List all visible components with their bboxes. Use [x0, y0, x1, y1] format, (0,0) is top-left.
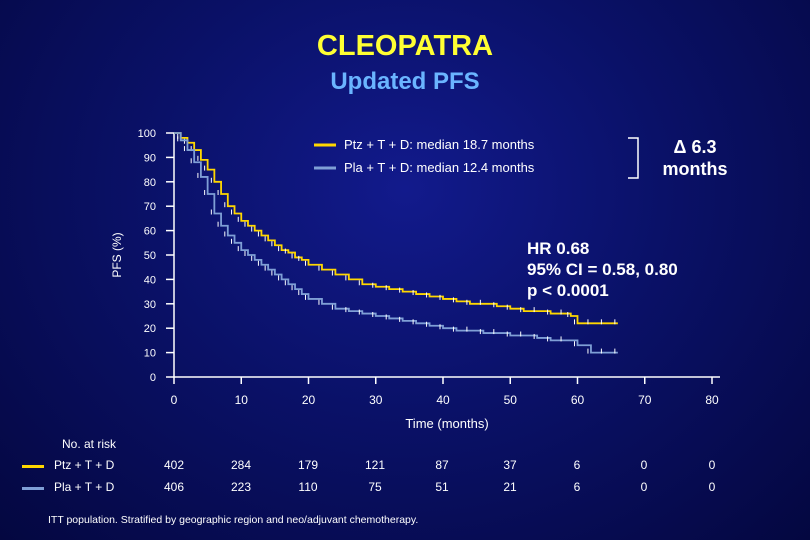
x-axis-label: Time (months): [405, 416, 488, 431]
risk-value: 284: [230, 458, 252, 472]
risk-value: 0: [708, 458, 716, 472]
x-tick-label-30: 30: [369, 393, 383, 407]
x-tick-label-40: 40: [436, 393, 450, 407]
risk-value: 0: [708, 480, 716, 494]
x-tick-label-10: 10: [235, 393, 249, 407]
risk-value: 6: [573, 458, 581, 472]
risk-value: 402: [163, 458, 185, 472]
risk-row-label: Pla + T + D: [54, 480, 115, 494]
risk-value: 179: [297, 458, 319, 472]
hr-pvalue: p < 0.0001: [527, 281, 609, 300]
legend-label-1: Ptz + T + D: median 18.7 months: [344, 137, 535, 152]
y-tick-label-100: 100: [138, 128, 156, 140]
series-line-2: [174, 132, 618, 354]
hazard-ratio-annotation: HR 0.68 95% CI = 0.58, 0.80 p < 0.0001: [527, 238, 678, 301]
x-tick-label-0: 0: [171, 393, 178, 407]
risk-value: 0: [640, 458, 648, 472]
risk-value: 223: [230, 480, 252, 494]
y-tick-label-30: 30: [144, 299, 156, 311]
hr-value: HR 0.68: [527, 239, 590, 258]
risk-value: 87: [435, 458, 449, 472]
x-tick-label-50: 50: [504, 393, 518, 407]
delta-unit: months: [662, 159, 728, 179]
footnote: ITT population. Stratified by geographic…: [48, 514, 419, 526]
risk-value: 110: [298, 480, 318, 494]
x-tick-label-80: 80: [705, 393, 719, 407]
risk-row-label: Ptz + T + D: [54, 458, 115, 472]
risk-table-header: No. at risk: [62, 437, 117, 451]
risk-row-swatch: [22, 487, 44, 490]
x-tick-label-60: 60: [571, 393, 585, 407]
x-tick-label-70: 70: [638, 393, 652, 407]
y-tick-label-80: 80: [144, 177, 156, 189]
delta-value: Δ 6.3: [673, 137, 717, 157]
y-tick-label-10: 10: [144, 348, 156, 360]
risk-value: 121: [364, 458, 386, 472]
y-tick-label-50: 50: [144, 250, 156, 262]
y-tick-label-20: 20: [144, 323, 156, 335]
risk-row: Pla + T + D 406 223 110 75 51 21 6 0 0: [0, 480, 810, 498]
risk-row: Ptz + T + D 402 284 179 121 87 37 6 0 0: [0, 458, 810, 476]
risk-value: 0: [640, 480, 648, 494]
y-tick-label-90: 90: [144, 152, 156, 164]
risk-value: 75: [368, 480, 382, 494]
y-tick-label-70: 70: [144, 201, 156, 213]
series-line-1: [174, 132, 618, 325]
risk-value: 21: [503, 480, 517, 494]
y-tick-label-0: 0: [150, 372, 156, 384]
chart-subtitle: Updated PFS: [330, 68, 480, 95]
risk-value: 6: [573, 480, 581, 494]
y-axis-label: PFS (%): [110, 232, 124, 277]
risk-value: 51: [435, 480, 449, 494]
hr-ci: 95% CI = 0.58, 0.80: [527, 260, 678, 279]
y-tick-label-60: 60: [144, 226, 156, 238]
y-tick-label-40: 40: [144, 274, 156, 286]
x-tick-label-20: 20: [302, 393, 316, 407]
delta-bracket: [628, 137, 639, 179]
risk-value: 37: [503, 458, 517, 472]
delta-annotation: Δ 6.3 months: [650, 136, 740, 180]
chart-title: CLEOPATRA: [316, 30, 494, 62]
risk-value: 406: [163, 480, 185, 494]
risk-row-swatch: [22, 465, 44, 468]
legend-label-2: Pla + T + D: median 12.4 months: [344, 160, 535, 175]
